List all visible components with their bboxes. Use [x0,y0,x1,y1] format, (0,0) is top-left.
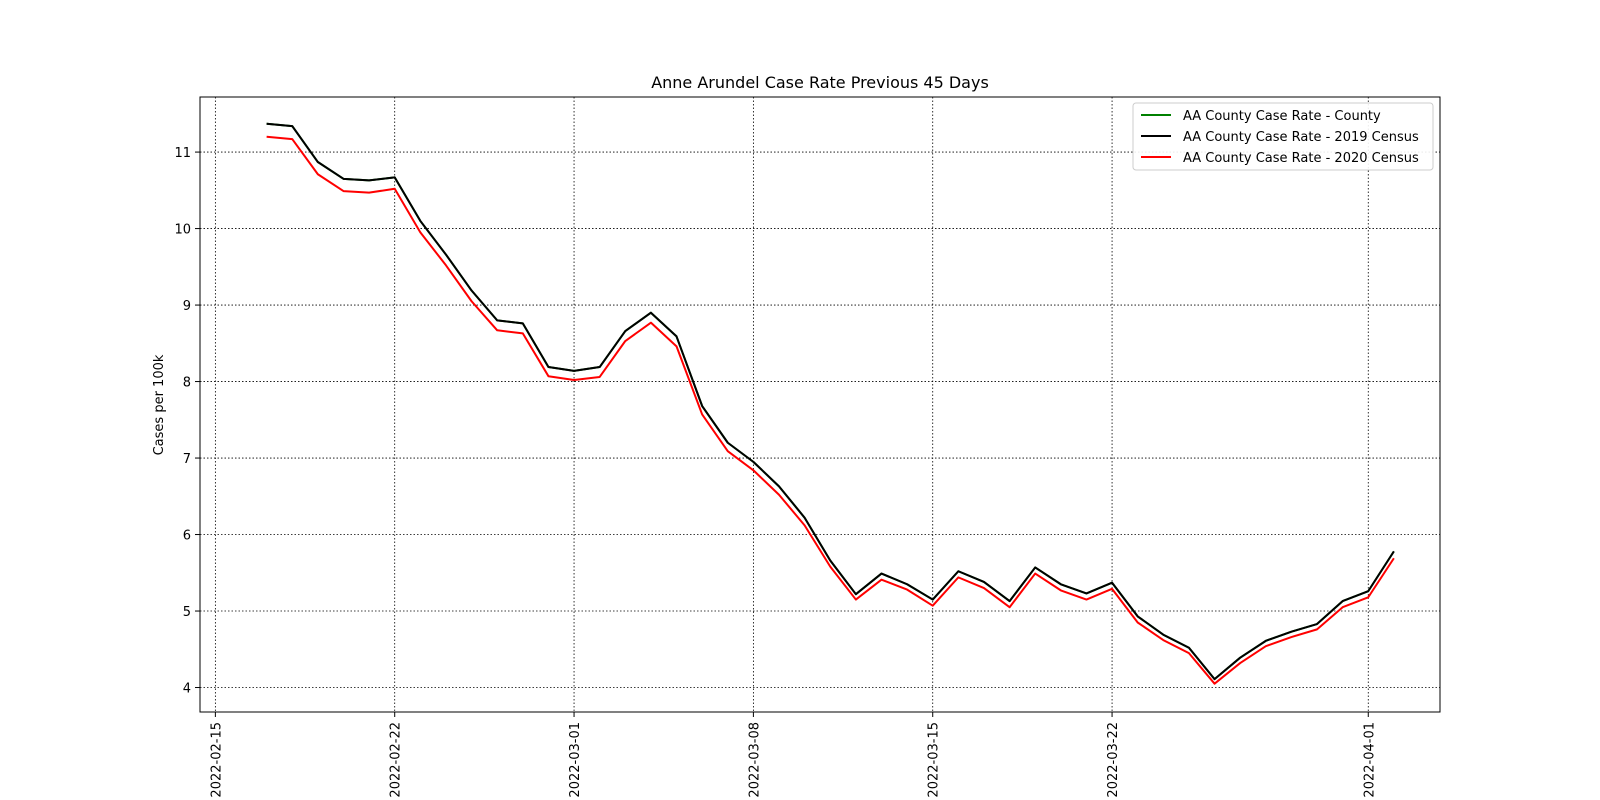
x-tick-label: 2022-02-15 [209,722,224,798]
legend-label-1: AA County Case Rate - County [1183,109,1381,124]
x-tick-label: 2022-03-08 [747,722,762,798]
x-tick-label: 2022-02-22 [389,722,404,798]
x-tick-label: 2022-03-22 [1106,722,1121,798]
y-tick-label: 9 [183,299,191,314]
y-axis-label: Cases per 100k [152,354,167,455]
x-tick-label: 2022-04-01 [1362,722,1377,798]
y-tick-label: 4 [183,682,191,697]
legend-box [1132,102,1434,171]
y-tick-label: 10 [174,223,191,238]
y-tick-label: 7 [183,452,191,467]
legend-label-2: AA County Case Rate - 2019 Census [1183,130,1419,145]
legend: AA County Case Rate - County AA County Ca… [1132,102,1434,171]
legend-label-3: AA County Case Rate - 2020 Census [1183,151,1419,166]
series-lines [266,122,1395,685]
x-tick-label: 2022-03-15 [927,722,942,798]
series-line-3 [266,135,1395,685]
y-axis: 4 5 6 7 8 9 10 11 [174,146,200,697]
y-tick-label: 8 [183,376,191,391]
grid-lines [200,97,1440,712]
plot-frame [199,96,1441,713]
x-tick-label: 2022-03-01 [568,722,583,798]
chart-title: Anne Arundel Case Rate Previous 45 Days [651,73,989,92]
y-tick-label: 11 [174,146,191,161]
y-tick-label: 6 [183,529,191,544]
y-tick-label: 5 [183,605,191,620]
x-axis: 2022-02-15 2022-02-22 2022-03-01 2022-03-08… [209,712,1377,798]
series-line-2 [266,122,1395,681]
